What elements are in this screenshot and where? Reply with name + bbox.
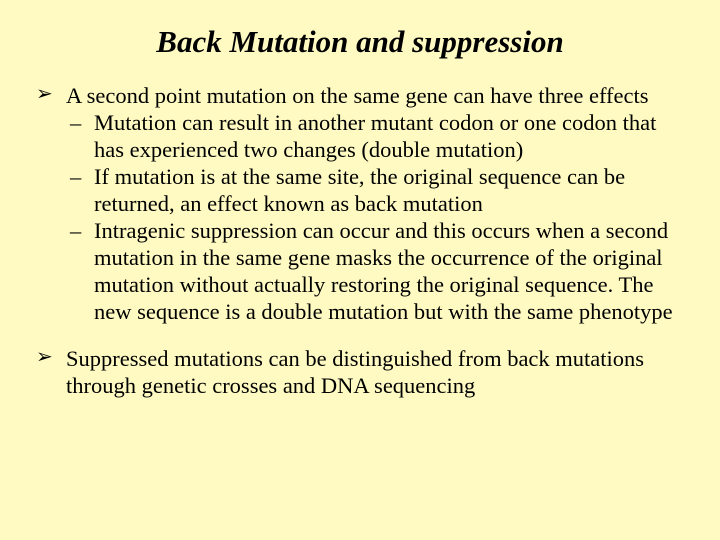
list-item: If mutation is at the same site, the ori… xyxy=(66,163,684,217)
bullet-text: A second point mutation on the same gene… xyxy=(66,83,649,108)
list-item: Suppressed mutations can be distinguishe… xyxy=(36,345,684,399)
list-item: Intragenic suppression can occur and thi… xyxy=(66,217,684,325)
list-item: Mutation can result in another mutant co… xyxy=(66,109,684,163)
slide-container: Back Mutation and suppression A second p… xyxy=(0,0,720,540)
list-item: A second point mutation on the same gene… xyxy=(36,82,684,325)
bullet-text: Intragenic suppression can occur and thi… xyxy=(94,218,673,324)
slide-title: Back Mutation and suppression xyxy=(36,24,684,60)
bullet-text: Mutation can result in another mutant co… xyxy=(94,110,656,162)
bullet-text: If mutation is at the same site, the ori… xyxy=(94,164,625,216)
bullet-text: Suppressed mutations can be distinguishe… xyxy=(66,346,644,398)
sub-list: Mutation can result in another mutant co… xyxy=(66,109,684,325)
bullet-list: A second point mutation on the same gene… xyxy=(36,82,684,399)
